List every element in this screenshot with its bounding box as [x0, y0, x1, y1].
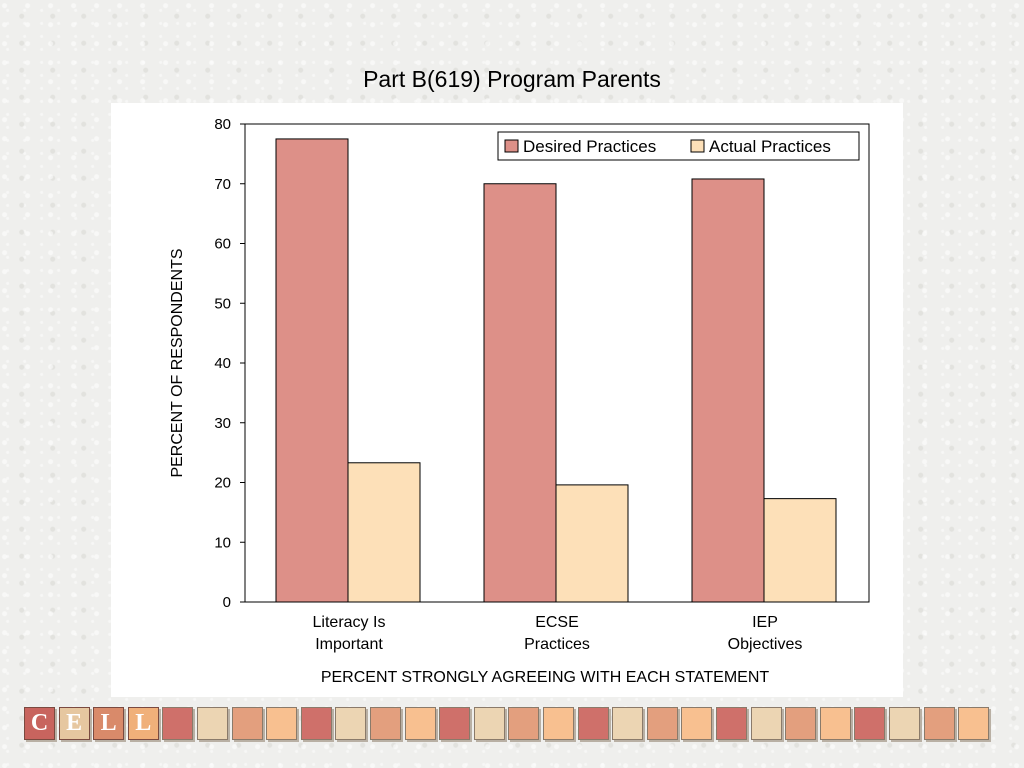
decorative-tile — [266, 707, 298, 740]
decorative-tile — [889, 707, 920, 740]
cell-logo-letter: L — [127, 707, 159, 740]
decorative-tile — [543, 707, 574, 740]
decorative-tile — [473, 707, 505, 740]
cell-logo-letter: E — [58, 707, 90, 740]
bar-desired — [483, 183, 557, 603]
legend-label-actual: Actual Practices — [709, 137, 831, 156]
y-axis-label: PERCENT OF RESPONDENTS — [169, 248, 186, 477]
decorative-tile — [370, 707, 401, 740]
decorative-tile — [300, 707, 332, 740]
decorative-tile — [612, 707, 644, 740]
y-tick-label: 40 — [214, 355, 231, 372]
decorative-tile — [958, 707, 990, 740]
bar-desired — [275, 138, 349, 603]
decorative-tile — [819, 707, 851, 740]
y-tick-label: 70 — [214, 176, 231, 193]
y-tick-label: 20 — [214, 475, 231, 492]
x-axis-label: PERCENT STRONGLY AGREEING WITH EACH STAT… — [321, 669, 770, 686]
y-tick-label: 0 — [223, 594, 231, 611]
decorative-tile — [646, 707, 678, 740]
x-tick-label: Important — [315, 636, 383, 653]
cell-logo-letter: L — [93, 707, 125, 740]
bar-actual — [555, 484, 629, 603]
decorative-tile — [681, 707, 713, 740]
legend-swatch-actual — [690, 139, 705, 153]
bar-actual — [347, 462, 421, 603]
chart-title: Part B(619) Program Parents — [363, 66, 661, 92]
decorative-tile — [923, 707, 955, 740]
decorative-tile — [716, 707, 747, 740]
bar-actual — [763, 498, 837, 603]
legend-box — [497, 131, 860, 161]
cell-logo-letter: C — [24, 707, 55, 740]
x-tick-label: Literacy Is — [313, 614, 386, 631]
x-tick-label: Objectives — [728, 636, 803, 653]
decorative-tile — [785, 707, 817, 740]
y-tick-label: 50 — [214, 295, 231, 312]
decorative-tile — [197, 707, 228, 740]
decorative-tile — [750, 707, 782, 740]
decorative-tile — [439, 707, 471, 740]
decorative-tile — [162, 707, 194, 740]
x-tick-label: Practices — [524, 636, 590, 653]
y-tick-label: 10 — [214, 534, 231, 551]
x-tick-label: ECSE — [535, 614, 579, 631]
y-tick-label: 80 — [214, 116, 231, 133]
bar-desired — [691, 178, 765, 603]
legend-label-desired: Desired Practices — [523, 137, 656, 156]
decorative-tile — [508, 707, 540, 740]
y-tick-label: 30 — [214, 415, 231, 432]
legend-swatch-desired — [504, 139, 519, 153]
x-tick-label: IEP — [752, 614, 778, 631]
y-tick-label: 60 — [214, 236, 231, 253]
decorative-tile — [577, 707, 609, 740]
chart-panel: 0 10 20 30 40 50 60 70 80 PERCENT OF RESPONDENTS L… — [111, 103, 903, 697]
decorative-tile — [335, 707, 367, 740]
decorative-tile — [404, 707, 436, 740]
decorative-tile — [231, 707, 263, 740]
decorative-tile — [854, 707, 886, 740]
bar-chart: 0 10 20 30 40 50 60 70 80 PERCENT OF RESPONDENTS L… — [169, 116, 870, 686]
